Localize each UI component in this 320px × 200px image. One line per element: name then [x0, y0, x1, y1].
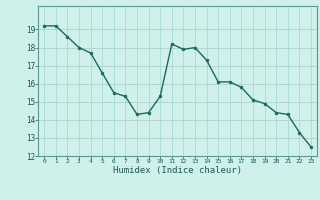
X-axis label: Humidex (Indice chaleur): Humidex (Indice chaleur): [113, 166, 242, 175]
